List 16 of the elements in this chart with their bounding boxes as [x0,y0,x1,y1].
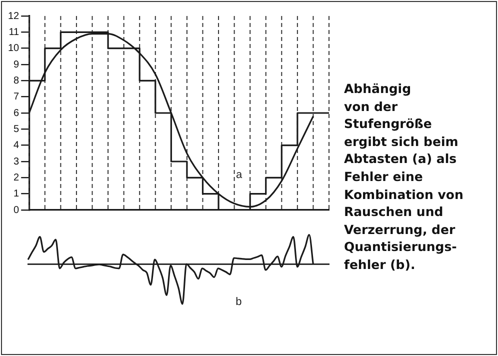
y-tick-label: 9 [14,59,20,70]
y-tick-label: 5 [14,124,20,135]
y-tick-label: 8 [14,75,20,86]
y-tick-label: 6 [14,108,20,119]
annotation: b [236,296,242,308]
y-tick-label: 12 [8,10,20,22]
y-tick-label: 1 [14,188,20,200]
y-tick-label: 10 [8,43,20,54]
annotation: a [236,169,243,182]
y-tick-label: 4 [14,140,20,152]
y-tick-label: 0 [14,204,20,216]
y-tick-label: 2 [14,172,20,184]
y-tick-label: 11 [8,26,20,38]
y-tick-label: 7 [14,92,20,103]
y-tick-label: 3 [14,156,20,168]
text: Abhängig von der Stufengröße ergibt sich beim Abtasten (a) als Fehler eine Kombination von Rauschen und Verzerrung, der Quantisierungs- fehler (b). [344,81,464,272]
